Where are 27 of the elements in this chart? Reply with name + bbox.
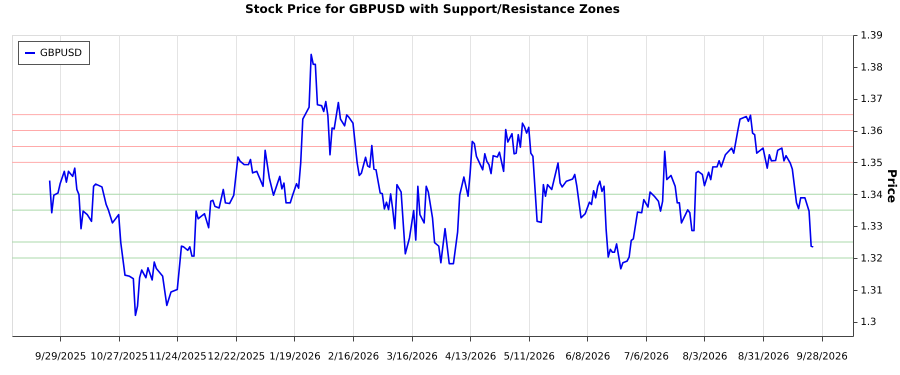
- y-tick-label: 1.35: [860, 158, 883, 169]
- x-tick-label: 9/28/2026: [796, 352, 848, 362]
- y-tick-label: 1.39: [860, 30, 883, 42]
- legend-label: GBPUSD: [40, 48, 82, 59]
- x-tick-label: 11/24/2025: [148, 352, 207, 362]
- x-tick-label: 10/27/2025: [90, 352, 148, 362]
- y-tick-label: 1.32: [860, 253, 883, 264]
- y-tick-label: 1.38: [860, 62, 883, 74]
- y-tick-label: 1.36: [860, 126, 883, 138]
- x-tick-label: 12/22/2025: [208, 352, 266, 362]
- y-tick-label: 1.31: [860, 285, 883, 296]
- x-tick-label: 9/29/2025: [34, 352, 86, 362]
- chart-title: Stock Price for GBPUSD with Support/Resistance Zones: [245, 2, 620, 16]
- y-tick-label: 1.37: [860, 94, 883, 106]
- y-tick-label: 1.33: [860, 222, 883, 233]
- x-tick-label: 8/3/2026: [682, 352, 728, 362]
- x-tick-label: 2/16/2026: [328, 352, 380, 362]
- x-tick-label: 4/13/2026: [445, 352, 496, 362]
- x-tick-label: 3/16/2026: [386, 352, 438, 362]
- x-tick-label: 5/11/2026: [504, 352, 555, 362]
- x-tick-label: 8/31/2026: [738, 352, 790, 362]
- y-axis-title: Price: [884, 168, 899, 204]
- x-tick-label: 6/8/2026: [565, 352, 610, 362]
- x-tick-label: 7/6/2026: [624, 352, 669, 362]
- y-tick-label: 1.34: [860, 190, 883, 201]
- x-tick-label: 1/19/2026: [269, 352, 321, 362]
- y-tick-label: 1.3: [860, 317, 876, 328]
